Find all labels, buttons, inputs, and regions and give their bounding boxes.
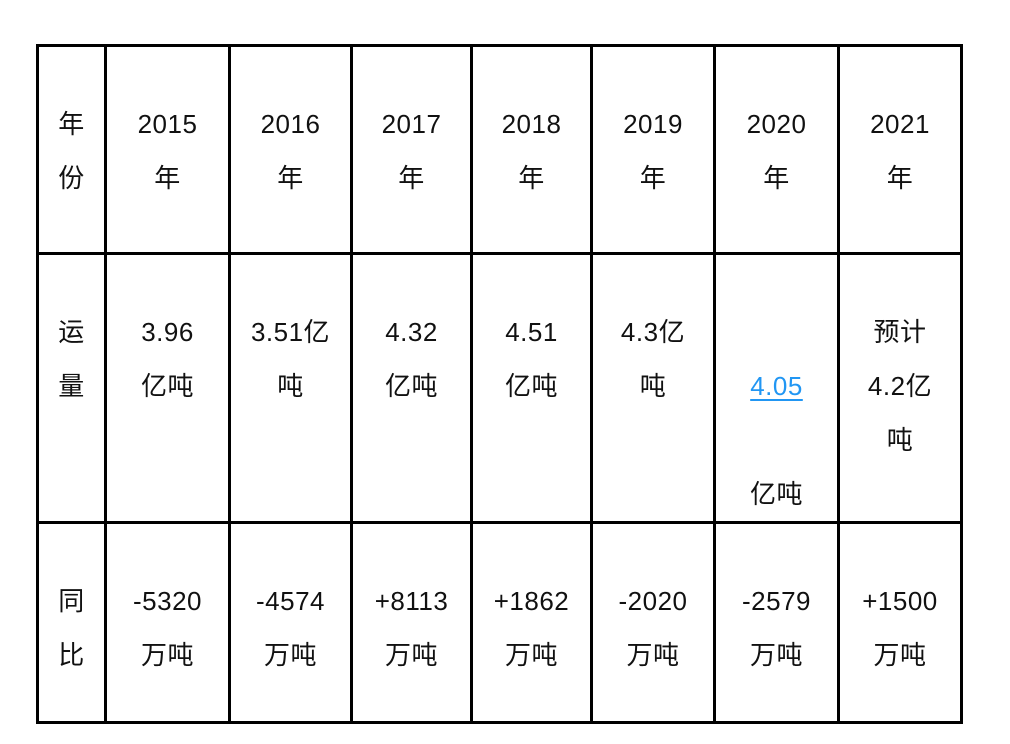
yoy-cell-2016: -4574 万吨 [228, 521, 353, 724]
freight-volume-table: 年 份 2015 年 2016 年 2017 年 2018 年 2019 年 2… [36, 44, 963, 724]
table-row-year: 年 份 2015 年 2016 年 2017 年 2018 年 2019 年 2… [36, 44, 963, 255]
volume-cell-2019: 4.3亿 吨 [590, 252, 716, 524]
volume-2020-link[interactable]: 4.05 [750, 371, 803, 401]
yoy-cell-2019: -2020 万吨 [590, 521, 716, 724]
row-header-volume: 运 量 [36, 252, 107, 524]
volume-cell-2015: 3.96 亿吨 [104, 252, 231, 524]
volume-cell-2018: 4.51 亿吨 [470, 252, 593, 524]
yoy-cell-2015: -5320 万吨 [104, 521, 231, 724]
yoy-cell-2017: +8113 万吨 [350, 521, 473, 724]
volume-cell-2017: 4.32 亿吨 [350, 252, 473, 524]
year-cell-2019: 2019 年 [590, 44, 716, 255]
year-cell-2016: 2016 年 [228, 44, 353, 255]
volume-cell-2021: 预计 4.2亿 吨 [837, 252, 963, 524]
table-row-yoy: 同 比 -5320 万吨 -4574 万吨 +8113 万吨 +1862 万吨 … [36, 521, 963, 724]
year-cell-2017: 2017 年 [350, 44, 473, 255]
table-row-volume: 运 量 3.96 亿吨 3.51亿 吨 4.32 亿吨 4.51 亿吨 4.3亿… [36, 252, 963, 524]
year-cell-2020: 2020 年 [713, 44, 840, 255]
year-cell-2018: 2018 年 [470, 44, 593, 255]
volume-cell-2016: 3.51亿 吨 [228, 252, 353, 524]
year-cell-2015: 2015 年 [104, 44, 231, 255]
yoy-cell-2018: +1862 万吨 [470, 521, 593, 724]
year-cell-2021: 2021 年 [837, 44, 963, 255]
yoy-cell-2020: -2579 万吨 [713, 521, 840, 724]
row-header-year: 年 份 [36, 44, 107, 255]
volume-cell-2020: 4.05 亿吨 [713, 252, 840, 524]
row-header-yoy: 同 比 [36, 521, 107, 724]
volume-2020-unit: 亿吨 [749, 479, 803, 509]
yoy-cell-2021: +1500 万吨 [837, 521, 963, 724]
